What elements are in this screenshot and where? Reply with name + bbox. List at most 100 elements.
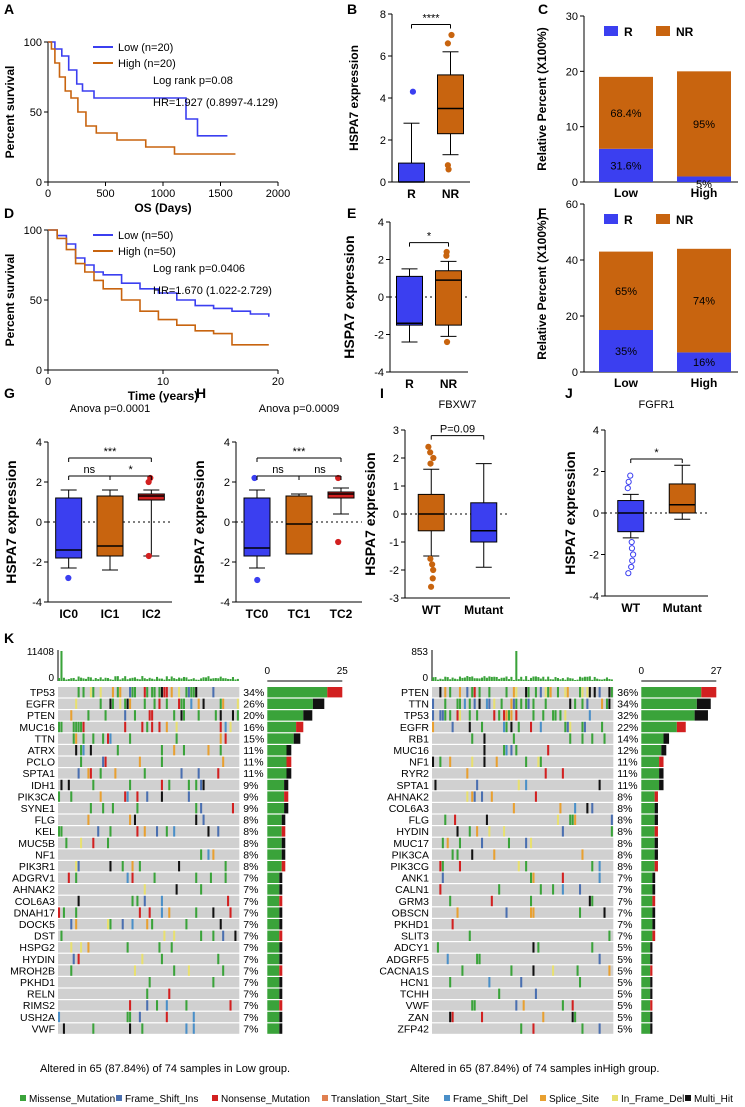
outlier-point [629, 539, 634, 544]
side-bar-extra [664, 733, 670, 743]
gene-percent: 22% [617, 722, 638, 734]
mutation-cell [132, 896, 134, 906]
side-bar [641, 757, 659, 767]
mutation-cell [75, 861, 77, 871]
mutation-cell [525, 780, 527, 790]
mutation-cell [599, 780, 601, 790]
top-bar [491, 677, 493, 681]
gene-percent: 7% [617, 931, 632, 943]
top-bar [454, 679, 456, 681]
top-bar [215, 678, 217, 681]
side-bar [641, 907, 652, 917]
y-axis-label: HSPA7 expression [191, 460, 207, 583]
gene-percent: 36% [617, 687, 638, 699]
mutation-cell [149, 710, 151, 720]
top-bar [574, 680, 576, 681]
top-bar [577, 680, 579, 681]
side-bar [267, 884, 279, 894]
data-label: 16% [693, 357, 715, 369]
side-bar-extra [282, 849, 286, 859]
mutation-cell [107, 838, 109, 848]
mutation-cell [166, 826, 168, 836]
side-bar-extra [279, 931, 282, 941]
top-bar [589, 676, 591, 681]
mutation-cell [530, 838, 532, 848]
mutation-cell [581, 699, 583, 709]
oncoprint-row [58, 954, 239, 964]
top-bar [515, 651, 517, 681]
y-tick-label: 2 [593, 467, 599, 479]
gene-percent: 8% [617, 838, 632, 850]
mutation-cell [166, 722, 168, 732]
mutation-cell [83, 722, 85, 732]
y-tick-label: -2 [220, 557, 230, 569]
gene-percent: 7% [243, 919, 258, 931]
outlier-point [255, 577, 260, 582]
side-bar [641, 687, 701, 697]
oncoprint-row [58, 699, 239, 709]
y-axis-label: HSPA7 expression [347, 45, 361, 151]
y-axis-label: HSPA7 expression [341, 235, 357, 358]
mutation-cell [100, 791, 102, 801]
box-r [399, 163, 425, 182]
top-bar [513, 680, 515, 681]
top-bar [136, 679, 138, 681]
mutation-cell [207, 849, 209, 859]
y-tick-label: 0 [572, 367, 578, 379]
side-bar-extra [296, 722, 303, 732]
side-bar [641, 1012, 650, 1022]
gene-percent: 11% [243, 745, 263, 757]
legend-label: High (n=50) [118, 246, 176, 258]
legend-label: R [624, 213, 633, 227]
top-bar [483, 676, 485, 681]
gene-percent: 11% [617, 757, 637, 769]
oncoprint-row [58, 931, 239, 941]
y-tick-label: -4 [32, 597, 42, 609]
mutation-cell [508, 710, 510, 720]
mutation-cell [185, 687, 187, 697]
mutation-cell [122, 861, 124, 871]
mutation-cell [503, 722, 505, 732]
top-bar [476, 678, 478, 681]
box-nr [436, 271, 462, 325]
gene-percent: 7% [243, 942, 258, 954]
top-bar [493, 677, 495, 681]
gene-percent: 12% [617, 745, 638, 757]
oncoprint-row [432, 942, 613, 952]
side-bar-extra [279, 919, 282, 929]
x-tick-label: WT [621, 601, 640, 615]
y-axis-label: HSPA7 expression [562, 451, 578, 574]
y-tick-label: 0 [393, 509, 399, 521]
x-tick-label: R [405, 377, 414, 391]
mutation-cell [574, 1012, 576, 1022]
mutation-cell [449, 1012, 451, 1022]
top-bar [198, 680, 200, 681]
y-tick-label: -2 [374, 330, 384, 342]
mutation-cell [195, 803, 197, 813]
top-bar [73, 678, 75, 681]
mutation-cell [567, 722, 569, 732]
legend-swatch-splice [540, 1095, 546, 1101]
top-bar [230, 679, 232, 681]
y-tick-label: 0 [36, 517, 42, 529]
panel-label-k: K [4, 630, 14, 646]
box-r [397, 276, 423, 325]
top-bar [523, 680, 525, 681]
gene-percent: 7% [243, 896, 258, 908]
mutation-cell [506, 687, 508, 697]
mutation-cell [449, 896, 451, 906]
side-bar-extra [287, 757, 292, 767]
gene-percent: 7% [617, 873, 632, 885]
mutation-cell [200, 931, 202, 941]
gene-percent: 26% [243, 699, 264, 711]
top-bar [540, 679, 542, 681]
mutation-cell [139, 861, 141, 871]
mutation-cell [520, 1023, 522, 1033]
side-bar-extra [279, 907, 282, 917]
gene-percent: 15% [243, 733, 264, 745]
mutation-cell [466, 791, 468, 801]
mutation-cell [102, 757, 104, 767]
top-bar [68, 679, 70, 681]
x-axis-label: Time (years) [128, 389, 198, 403]
oncoprint-row [432, 733, 613, 743]
